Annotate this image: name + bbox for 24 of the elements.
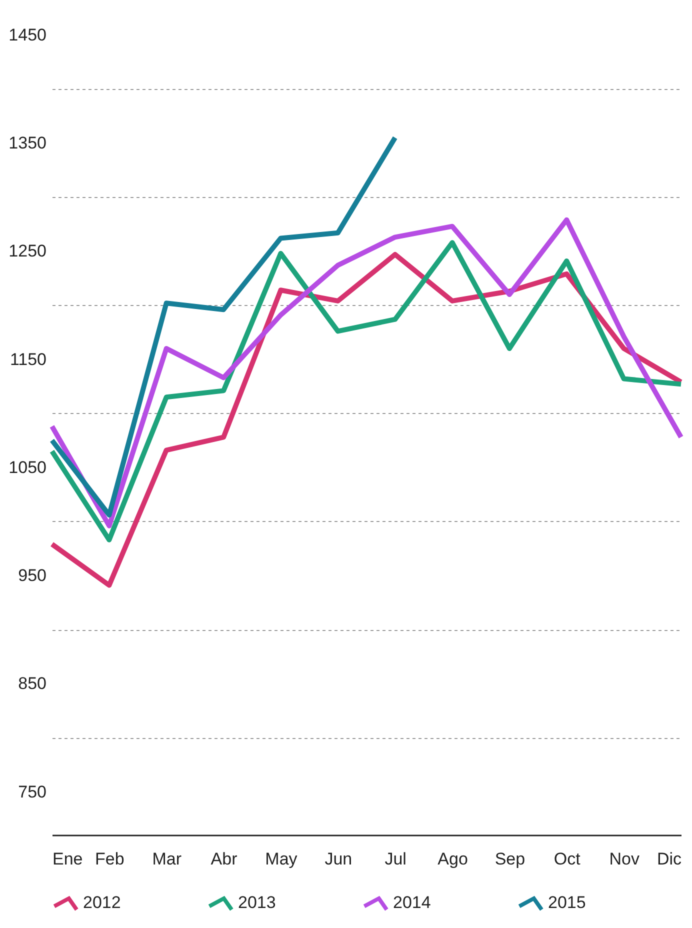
y-tick-label: 750	[18, 782, 46, 802]
x-tick-label: Jun	[324, 850, 352, 868]
legend-label: 2012	[83, 892, 121, 912]
x-tick-label: Sep	[494, 850, 526, 868]
y-tick-label: 1150	[10, 350, 46, 369]
x-tick-label: Mar	[152, 850, 182, 868]
legend-label: 2015	[548, 892, 586, 912]
y-tick-label: 1350	[8, 134, 46, 153]
x-tick-label: Oct	[554, 850, 581, 868]
x-tick-label: Jul	[384, 850, 406, 868]
x-tick-label: Nov	[609, 850, 640, 868]
y-tick-label: 1250	[8, 242, 46, 261]
legend-label: 2013	[238, 892, 276, 912]
y-tick-label: 850	[18, 674, 46, 694]
x-tick-label: Ene	[52, 850, 83, 868]
x-tick-label: May	[265, 850, 298, 868]
x-tick-label: Feb	[95, 850, 124, 868]
y-tick-label: 1050	[8, 458, 46, 477]
x-tick-label: Abr	[210, 850, 238, 868]
y-tick-label: 1450	[8, 26, 46, 44]
legend-label: 2014	[393, 892, 431, 912]
x-tick-label: Ago	[438, 850, 468, 868]
y-tick-label: 950	[18, 566, 46, 586]
x-tick-label: Dic	[656, 850, 682, 868]
